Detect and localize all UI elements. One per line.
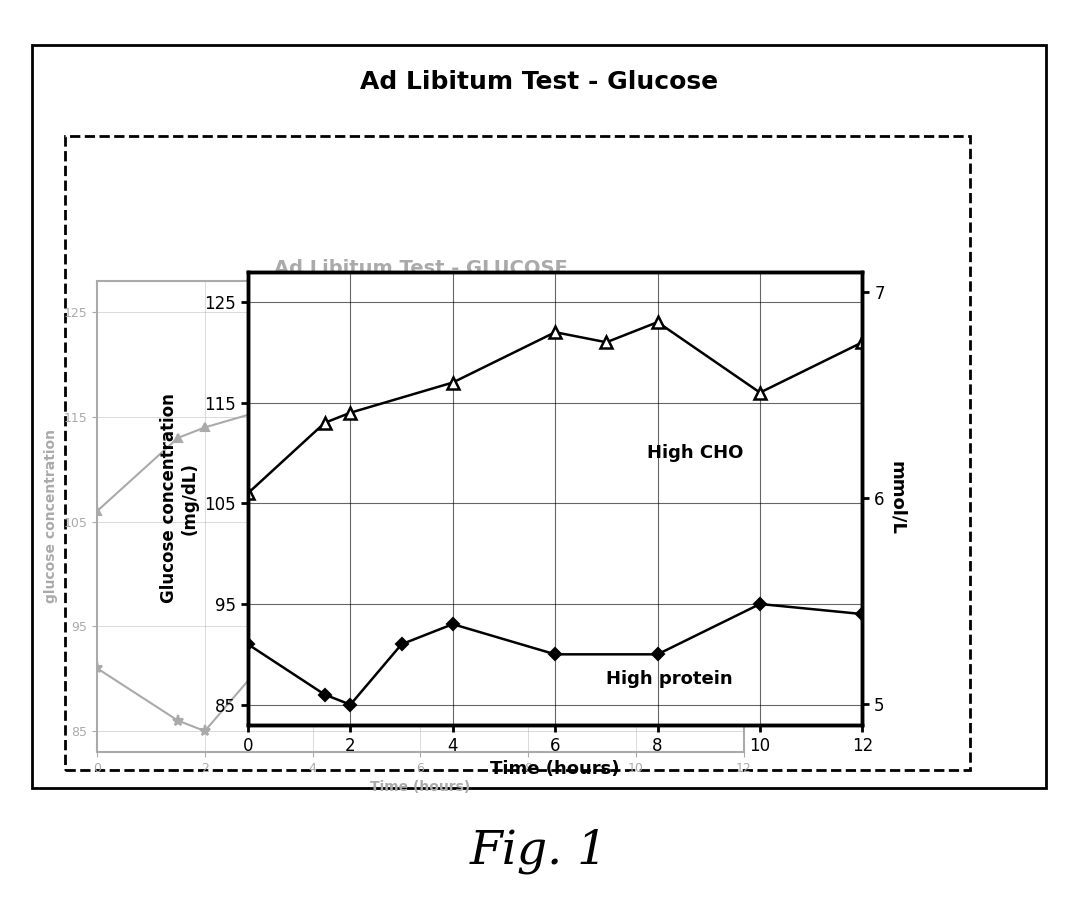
- Text: High protein: High protein: [447, 708, 554, 724]
- Text: High CHO: High CHO: [474, 520, 556, 535]
- Y-axis label: glucose concentration: glucose concentration: [44, 429, 58, 603]
- X-axis label: Time (hours): Time (hours): [490, 760, 620, 778]
- Text: Fig. 1: Fig. 1: [470, 829, 608, 874]
- Text: High CHO: High CHO: [647, 444, 744, 462]
- Y-axis label: mmol/L: mmol/L: [887, 461, 906, 535]
- Text: High protein: High protein: [606, 670, 733, 689]
- Y-axis label: Glucose concentration
(mg/dL): Glucose concentration (mg/dL): [160, 393, 198, 603]
- Text: Ad Libitum Test - Glucose: Ad Libitum Test - Glucose: [360, 70, 718, 93]
- X-axis label: Time (hours): Time (hours): [371, 780, 470, 795]
- Title: Ad Libitum Test - GLUCOSE: Ad Libitum Test - GLUCOSE: [274, 259, 567, 278]
